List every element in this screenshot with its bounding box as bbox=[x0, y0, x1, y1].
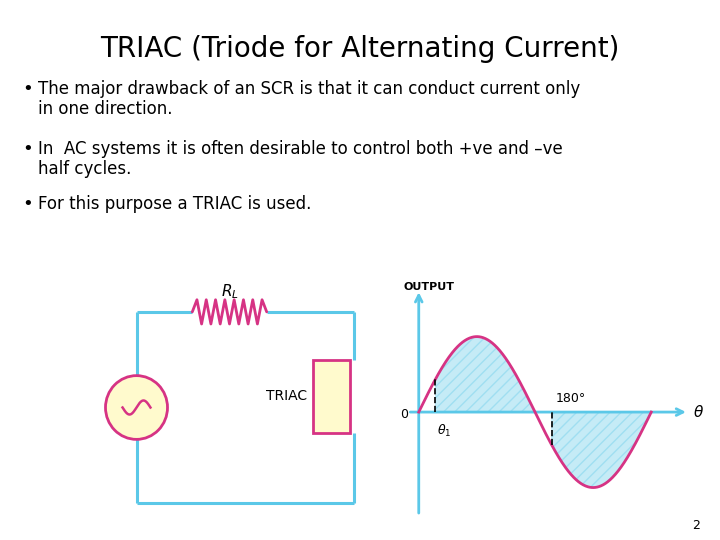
Bar bbox=[313, 360, 351, 433]
Text: $R_L$: $R_L$ bbox=[220, 282, 238, 300]
Text: •: • bbox=[22, 195, 32, 213]
Text: TRIAC (Triode for Alternating Current): TRIAC (Triode for Alternating Current) bbox=[100, 35, 620, 63]
Text: half cycles.: half cycles. bbox=[38, 160, 131, 178]
Circle shape bbox=[106, 376, 168, 440]
Text: OUTPUT: OUTPUT bbox=[404, 282, 455, 292]
Text: 180°: 180° bbox=[555, 392, 585, 405]
Text: In  AC systems it is often desirable to control both +ve and –ve: In AC systems it is often desirable to c… bbox=[38, 140, 563, 158]
Text: $\theta_1$: $\theta_1$ bbox=[437, 422, 451, 438]
Text: For this purpose a TRIAC is used.: For this purpose a TRIAC is used. bbox=[38, 195, 311, 213]
Text: in one direction.: in one direction. bbox=[38, 100, 173, 118]
Text: •: • bbox=[22, 140, 32, 158]
Text: •: • bbox=[22, 80, 32, 98]
Text: TRIAC: TRIAC bbox=[266, 389, 307, 403]
Text: 0: 0 bbox=[400, 408, 408, 421]
Text: 2: 2 bbox=[692, 519, 700, 532]
Text: $\theta$: $\theta$ bbox=[693, 404, 703, 420]
Text: The major drawback of an SCR is that it can conduct current only: The major drawback of an SCR is that it … bbox=[38, 80, 580, 98]
